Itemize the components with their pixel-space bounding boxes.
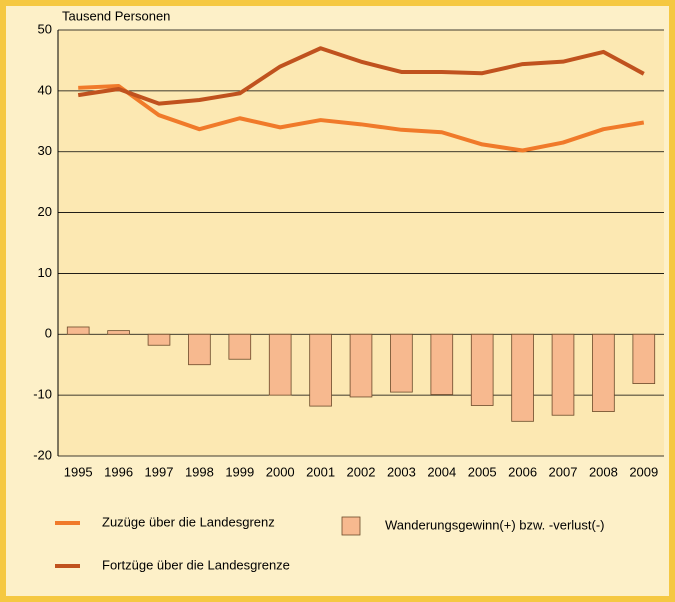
x-tick-label: 2009	[629, 464, 658, 479]
x-tick-label: 2006	[508, 464, 537, 479]
bar	[632, 333, 656, 384]
x-tick-label: 2000	[266, 464, 295, 479]
bar	[268, 333, 292, 396]
y-tick-label: -20	[33, 447, 52, 462]
x-tick-label: 2007	[549, 464, 578, 479]
line	[78, 83, 645, 153]
legend-label: Wanderungsgewinn(+) bzw. -verlust(-)	[385, 517, 605, 532]
line	[77, 46, 645, 106]
x-tick-label: 2003	[387, 464, 416, 479]
bar	[66, 326, 90, 335]
bar	[228, 333, 252, 360]
y-tick-label: 50	[38, 21, 52, 36]
bar	[147, 333, 171, 346]
x-tick-label: 2004	[427, 464, 456, 479]
x-tick-label: 1998	[185, 464, 214, 479]
y-tick-label: 30	[38, 143, 52, 158]
y-tick-label: -10	[33, 387, 52, 402]
bar	[511, 333, 534, 422]
bar	[309, 333, 332, 407]
bar	[592, 333, 615, 412]
x-tick-label: 2002	[347, 464, 376, 479]
bar	[551, 333, 575, 416]
bar	[349, 333, 373, 398]
legend-label: Zuzüge über die Landesgrenz	[102, 514, 275, 529]
x-tick-label: 2005	[468, 464, 497, 479]
legend-swatch	[341, 516, 361, 536]
bar	[470, 333, 494, 406]
y-tick-label: 10	[38, 265, 52, 280]
x-tick-label: 1995	[64, 464, 93, 479]
x-tick-label: 1999	[225, 464, 254, 479]
x-tick-label: 2008	[589, 464, 618, 479]
bar	[430, 333, 454, 395]
y-axis-label: Tausend Personen	[62, 8, 170, 23]
bar	[107, 330, 130, 335]
y-tick-label: 0	[45, 326, 52, 341]
y-tick-label: 20	[38, 204, 52, 219]
legend-label: Fortzüge über die Landesgrenze	[102, 557, 290, 572]
x-tick-label: 2001	[306, 464, 335, 479]
y-tick-label: 40	[38, 82, 52, 97]
x-tick-label: 1996	[104, 464, 133, 479]
bar	[390, 333, 413, 393]
bar	[188, 333, 211, 366]
x-tick-label: 1997	[145, 464, 174, 479]
